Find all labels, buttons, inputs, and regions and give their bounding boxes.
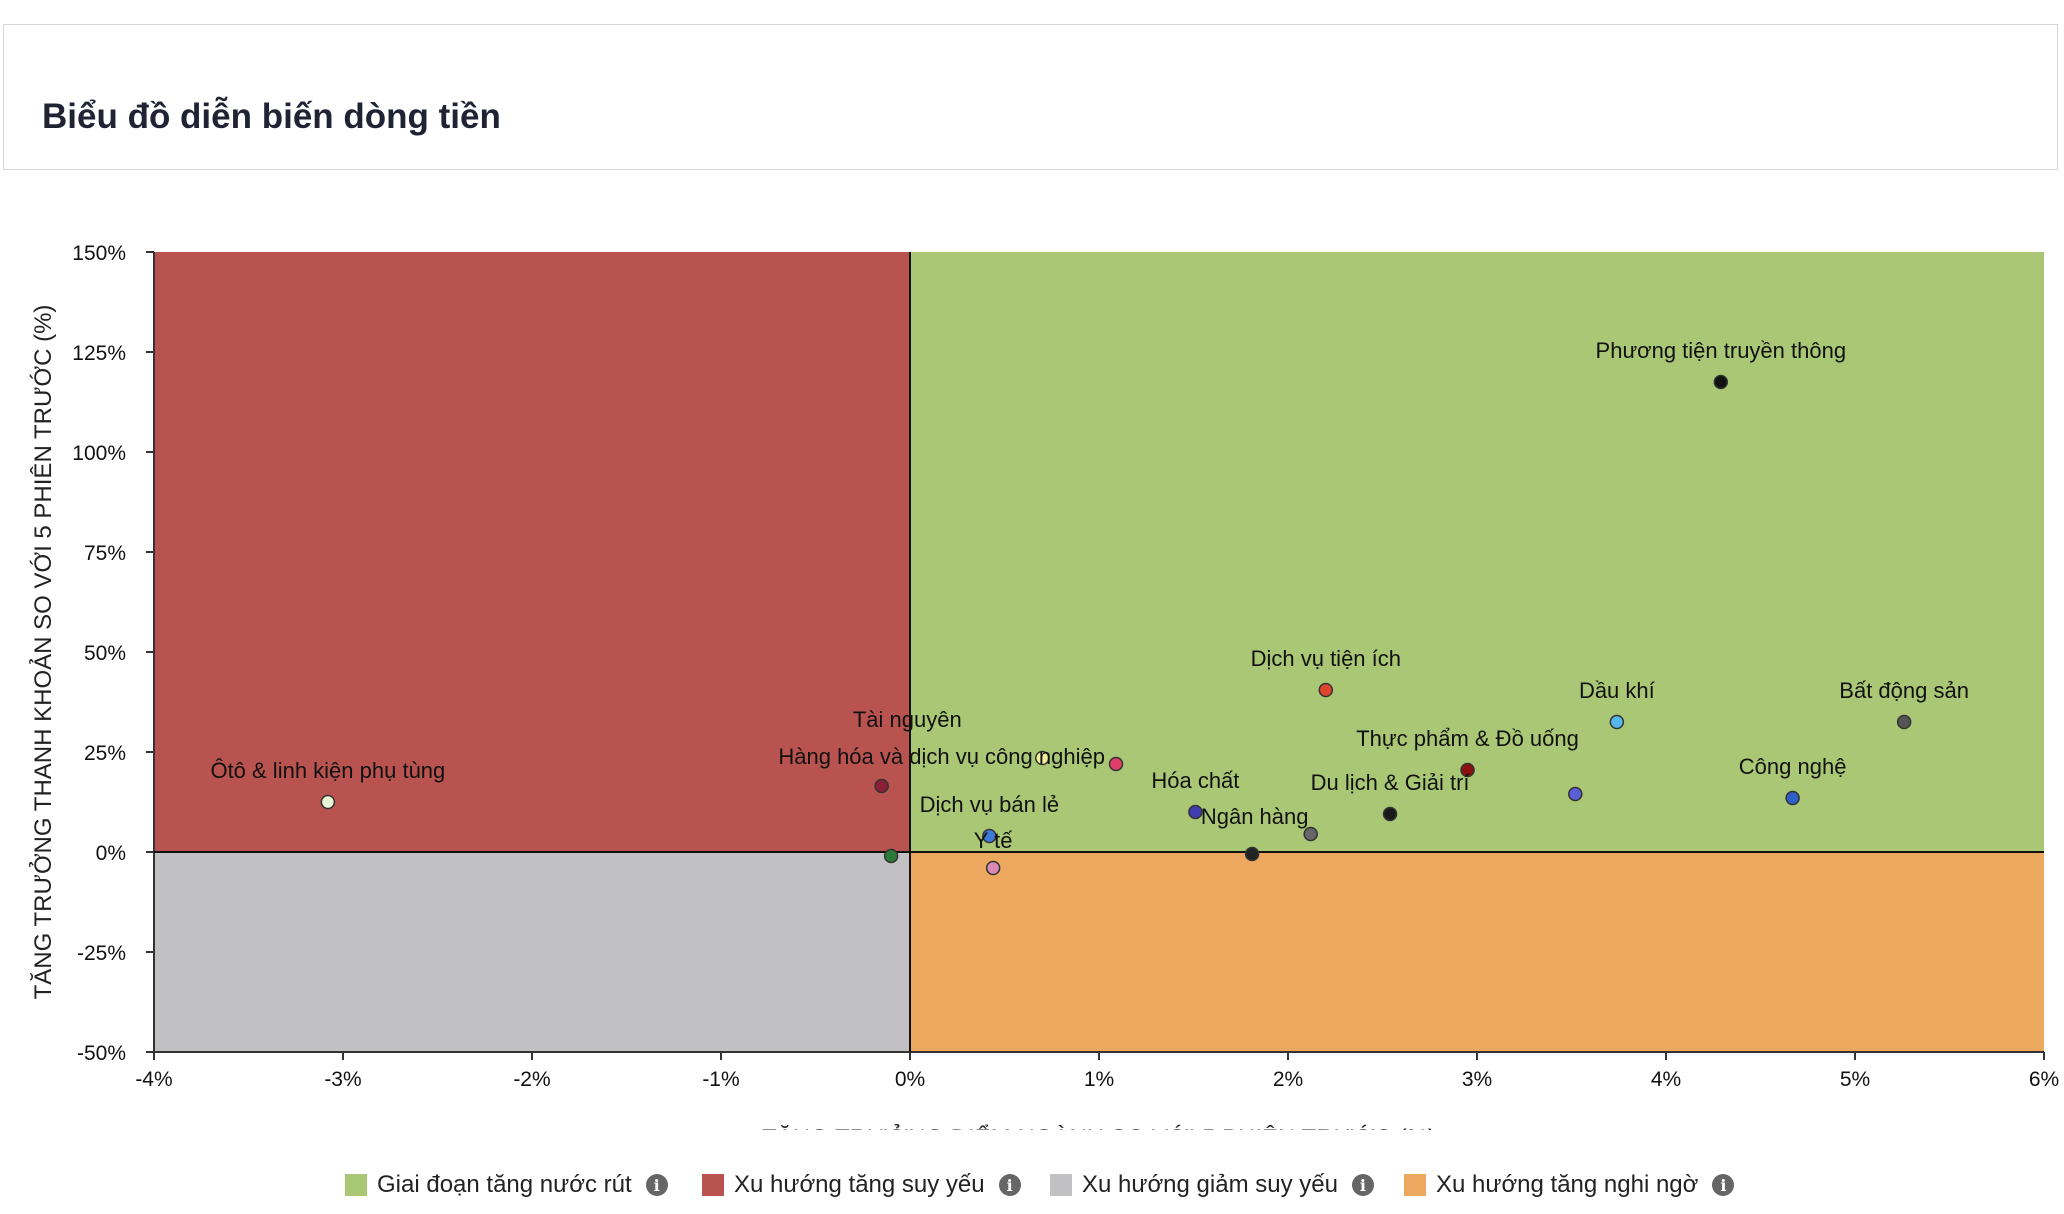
legend-item-weakening-up[interactable]: Xu hướng tăng suy yếu i [702,1163,1021,1207]
chart-header-card: Biểu đồ diễn biến dòng tiền [3,24,2058,170]
data-point [1785,790,1800,806]
data-point [985,860,1001,876]
x-axis-title: TĂNG TRƯỞNG ĐIỂM NGÀNH SO VỚI 5 PHIÊN TR… [762,1123,1436,1130]
point-label: Phương tiện truyền thông [1596,338,1847,363]
quadrant-1 [910,252,2044,852]
y-tick-label: 100% [72,442,126,465]
data-point [982,828,997,844]
x-tick-label: 5% [1840,1068,1870,1091]
data-point [1303,826,1318,842]
data-point [1108,756,1124,772]
info-icon[interactable]: i [998,1174,1021,1196]
x-tick-label: 2% [1273,1068,1303,1091]
money-flow-scatter-chart: -4% -3% -2% -1% 0% 1% 2% 3% 4% 5% 6% 150% 125% 100% 75… [28,242,2059,1130]
point-label: Dầu khí [1579,678,1655,703]
x-tick-label: 6% [2029,1068,2059,1091]
point-label: Dịch vụ tiện ích [1251,646,1401,671]
x-tick-label: -1% [702,1068,739,1091]
x-tick-label: 4% [1651,1068,1681,1091]
point-label: Y tế [974,828,1013,853]
legend-item-weakening-down[interactable]: Xu hướng giảm suy yếu i [1050,1163,1374,1207]
legend-label: Xu hướng giảm suy yếu [1082,1171,1338,1198]
data-point [883,848,899,864]
legend-label: Xu hướng tăng nghi ngờ [1436,1171,1699,1198]
info-icon[interactable]: i [1351,1174,1374,1196]
data-point [1460,762,1475,778]
legend-swatch [1404,1174,1426,1196]
y-tick-label: 0% [96,842,126,865]
legend-item-doubtful-up[interactable]: Xu hướng tăng nghi ngờ i [1404,1163,1735,1207]
data-point [1382,806,1398,822]
quadrant-4 [910,852,2044,1052]
data-point [1713,374,1729,390]
legend-swatch [702,1174,724,1196]
x-tick-label: -3% [324,1068,361,1091]
y-tick-label: 25% [84,742,126,765]
point-label: Thực phẩm & Đồ uống [1356,726,1579,751]
legend-label: Giai đoạn tăng nước rút [377,1171,632,1198]
y-axis-title: TĂNG TRƯỞNG THANH KHOẢN SO VỚI 5 PHIÊN T… [28,305,57,1000]
x-tick-label: -2% [513,1068,550,1091]
y-tick-label: -25% [77,942,126,965]
data-point [1609,714,1625,730]
data-point [1188,804,1203,820]
x-tick-label: 1% [1084,1068,1114,1091]
chart-legend: Giai đoạn tăng nước rút i Xu hướng tăng … [0,1163,2064,1207]
point-label: Tài nguyên [853,707,962,732]
y-tick-label: 125% [72,342,126,365]
quadrant-3 [154,852,910,1052]
point-label: Dịch vụ bán lẻ [920,792,1059,817]
x-tick-label: 0% [895,1068,925,1091]
quadrant-2 [154,252,910,852]
x-tick-label: 3% [1462,1068,1492,1091]
info-icon[interactable]: i [645,1174,668,1196]
y-tick-label: 150% [72,242,126,265]
y-tick-label: 75% [84,542,126,565]
y-tick-label: 50% [84,642,126,665]
point-label: Du lịch & Giải trí [1311,770,1470,795]
legend-swatch [1050,1174,1072,1196]
data-point [1896,714,1912,730]
point-label: Bất động sản [1839,678,1969,703]
data-point [320,794,336,810]
point-label: Công nghệ [1739,754,1847,779]
x-tick-label: -4% [135,1068,172,1091]
point-label: Ôtô & linh kiện phụ tùng [210,758,445,783]
point-label: Hàng hóa và dịch vụ công nghiệp [778,744,1105,769]
legend-item-sprint[interactable]: Giai đoạn tăng nước rút i [345,1163,668,1207]
legend-swatch [345,1174,367,1196]
data-point [874,778,889,794]
point-label: Hóa chất [1151,768,1239,793]
data-point [1035,750,1050,766]
data-point [1568,786,1583,802]
y-tick-label: -50% [77,1042,126,1065]
legend-label: Xu hướng tăng suy yếu [734,1171,985,1198]
point-label: Ngân hàng [1201,804,1309,829]
page-title: Biểu đồ diễn biến dòng tiền [42,97,501,136]
data-point [1244,846,1260,862]
info-icon[interactable]: i [1712,1174,1735,1196]
data-point [1318,682,1334,698]
